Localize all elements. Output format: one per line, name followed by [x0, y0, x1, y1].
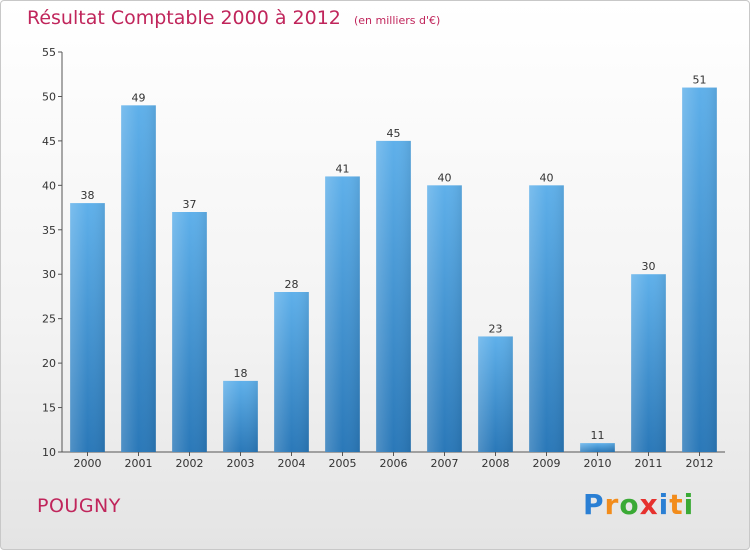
data-label-2011: 30 [642, 260, 656, 273]
bar-shine-2006 [376, 140, 411, 452]
y-tick-label: 45 [42, 135, 56, 148]
bar-shine-2010 [580, 443, 615, 452]
x-tick-label-2009: 2009 [533, 457, 561, 470]
x-tick-label-2002: 2002 [176, 457, 204, 470]
bar-shine-2001 [121, 105, 156, 452]
y-tick-label: 25 [42, 313, 56, 326]
data-label-2006: 45 [387, 127, 401, 140]
y-tick-label: 20 [42, 357, 56, 370]
y-axis: 10 15 20 25 30 35 40 45 50 55 [42, 46, 63, 459]
x-tick-label-2007: 2007 [431, 457, 459, 470]
bar-shine-2003 [223, 380, 258, 452]
data-label-2008: 23 [489, 322, 503, 335]
data-label-2002: 37 [183, 198, 197, 211]
chart-title-main: Résultat Comptable 2000 à 2012 [27, 7, 341, 29]
bar-shine-2011 [631, 274, 666, 452]
x-tick-label-2004: 2004 [278, 457, 306, 470]
x-tick-label-2001: 2001 [125, 457, 153, 470]
y-tick-label: 30 [42, 268, 56, 281]
y-tick-label: 10 [42, 446, 56, 459]
logo-letter: t [669, 488, 684, 521]
x-tick-label-2011: 2011 [635, 457, 663, 470]
logo-letter: P [583, 488, 605, 521]
data-label-2005: 41 [336, 162, 350, 175]
commune-name: POUGNY [37, 495, 121, 517]
x-tick-label-2012: 2012 [686, 457, 714, 470]
x-tick-label-2006: 2006 [380, 457, 408, 470]
y-tick-label: 35 [42, 224, 56, 237]
y-tick-label: 15 [42, 402, 56, 415]
chart-title-unit: (en milliers d'€) [353, 14, 441, 27]
y-tick-label: 55 [42, 46, 56, 59]
logo-letter: i [658, 488, 670, 521]
proxiti-logo: Proxiti [583, 488, 694, 521]
x-tick-label-2003: 2003 [227, 457, 255, 470]
bar-shine-2007 [427, 185, 462, 453]
x-tick-label-2005: 2005 [329, 457, 357, 470]
data-label-2001: 49 [132, 91, 146, 104]
bar-shine-2008 [478, 336, 513, 452]
data-label-2007: 40 [438, 171, 452, 184]
bar-shine-2009 [529, 185, 564, 453]
bars: 38 49 37 18 28 41 45 40 23 40 11 30 51 [70, 74, 717, 453]
data-label-2010: 11 [591, 429, 605, 442]
x-tick-label-2010: 2010 [584, 457, 612, 470]
bar-shine-2004 [274, 292, 309, 452]
bar-shine-2005 [325, 176, 360, 452]
y-tick-label: 50 [42, 90, 56, 103]
chart-title: Résultat Comptable 2000 à 2012 (en milli… [27, 7, 440, 29]
bar-shine-2012 [682, 87, 717, 453]
bar-shine-2000 [70, 203, 105, 452]
logo-letter: x [639, 488, 659, 521]
logo-letter: i [683, 488, 695, 521]
data-label-2004: 28 [285, 278, 299, 291]
bar-shine-2002 [172, 212, 207, 452]
x-tick-label-2008: 2008 [482, 457, 510, 470]
x-axis: 2000 2001 2002 2003 2004 2005 2006 2007 2008 2009… [62, 451, 725, 470]
data-label-2012: 51 [693, 74, 707, 87]
data-label-2009: 40 [540, 171, 554, 184]
logo-letter: o [619, 488, 640, 521]
x-tick-label-2000: 2000 [74, 457, 102, 470]
logo-letter: r [604, 488, 620, 521]
y-tick-label: 40 [42, 179, 56, 192]
data-label-2000: 38 [81, 189, 95, 202]
data-label-2003: 18 [234, 367, 248, 380]
